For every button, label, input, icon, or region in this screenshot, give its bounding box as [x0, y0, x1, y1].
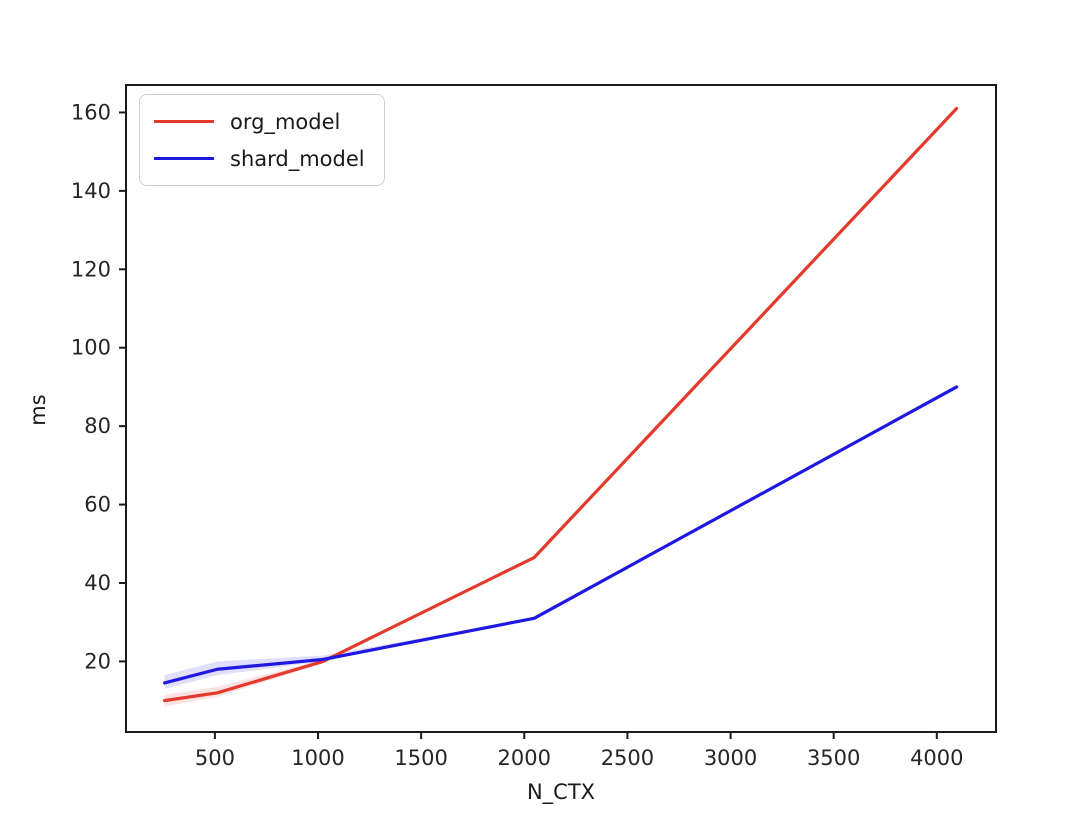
legend-item-org-model: org_model: [154, 103, 370, 140]
legend-item-shard-model: shard_model: [154, 140, 370, 177]
shard_model-confidence-band: [164, 386, 957, 689]
y-tick-label: 20: [84, 649, 111, 673]
org_model-confidence-band: [164, 108, 957, 707]
x-tick-label: 1500: [394, 746, 447, 770]
x-tick-label: 3500: [807, 746, 860, 770]
legend-label-org-model: org_model: [230, 109, 341, 134]
x-tick-label: 2000: [498, 746, 551, 770]
y-tick-label: 120: [71, 257, 111, 281]
org-model-line-swatch: [154, 120, 214, 123]
x-tick-label: 500: [195, 746, 235, 770]
y-tick-label: 100: [71, 336, 111, 360]
shard-model-line-swatch: [154, 157, 214, 160]
org_model-line: [162, 106, 959, 703]
legend-label-shard-model: shard_model: [230, 146, 365, 171]
x-tick-label: 4000: [910, 746, 963, 770]
y-tick-label: 60: [84, 493, 111, 517]
shard_model-line: [162, 385, 959, 685]
x-tick-label: 1000: [291, 746, 344, 770]
legend: org_model shard_model: [139, 94, 385, 186]
y-tick-label: 140: [71, 179, 111, 203]
y-tick-label: 40: [84, 571, 111, 595]
y-axis-label: ms: [26, 394, 50, 426]
x-tick-label: 2500: [601, 746, 654, 770]
y-tick-label: 80: [84, 414, 111, 438]
y-tick-label: 160: [71, 100, 111, 124]
axes-frame: [125, 84, 997, 733]
x-tick-label: 3000: [704, 746, 757, 770]
x-axis-label: N_CTX: [526, 780, 596, 804]
